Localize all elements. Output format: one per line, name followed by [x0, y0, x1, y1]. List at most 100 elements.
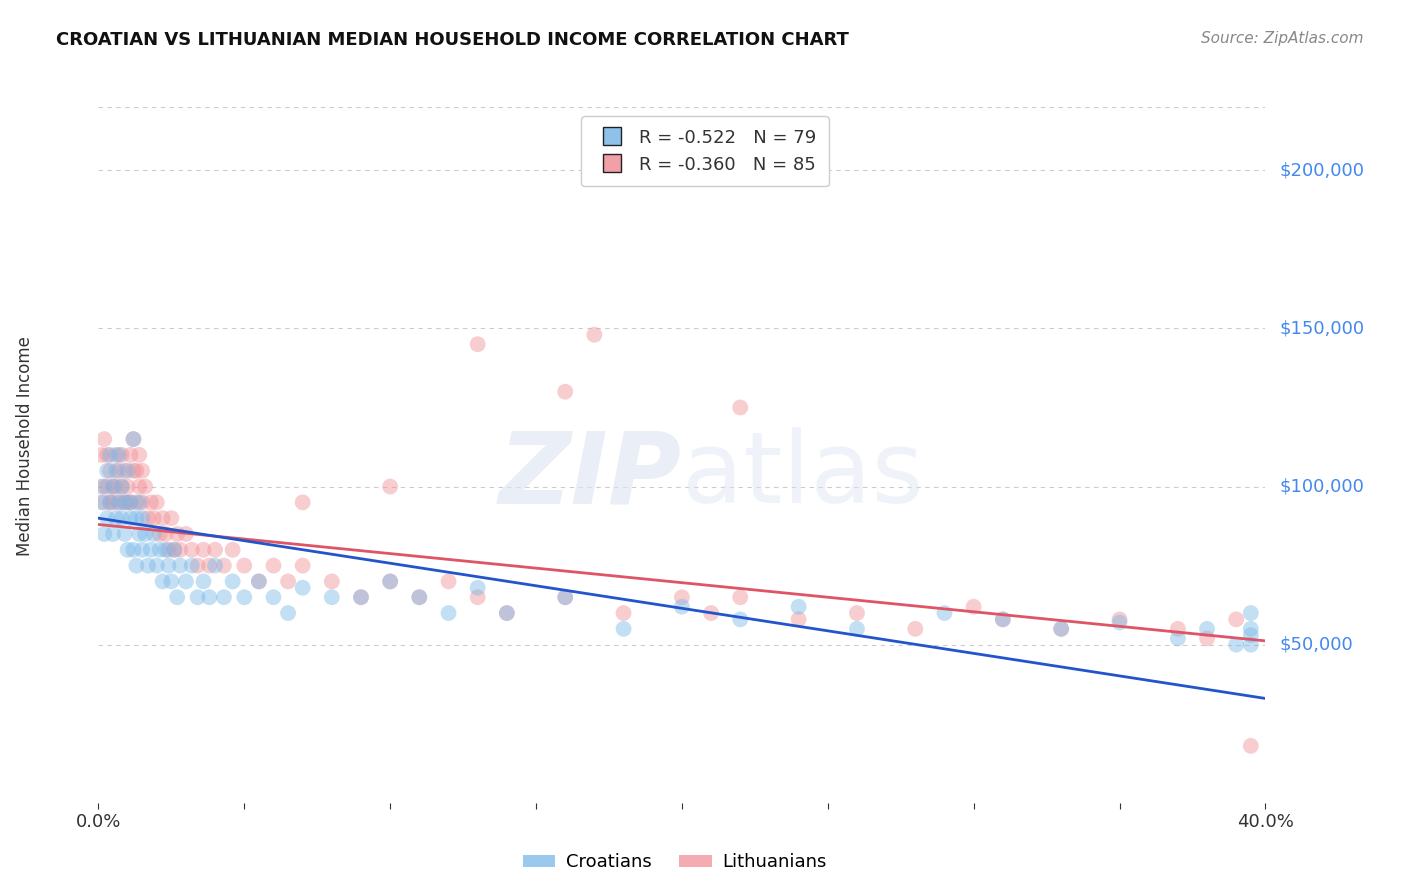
- Point: [98, 495, 121, 509]
- Point: [157, 542, 180, 557]
- Point: [277, 574, 299, 589]
- Point: [96, 448, 118, 462]
- Point: [104, 479, 127, 493]
- Point: [1195, 632, 1218, 646]
- Point: [155, 542, 177, 557]
- Point: [845, 606, 868, 620]
- Point: [350, 591, 373, 605]
- Point: [104, 464, 127, 478]
- Point: [114, 527, 136, 541]
- Point: [139, 542, 162, 557]
- Point: [122, 464, 145, 478]
- Point: [157, 558, 180, 573]
- Point: [174, 527, 197, 541]
- Point: [98, 464, 121, 478]
- Point: [125, 464, 148, 478]
- Point: [101, 479, 124, 493]
- Point: [108, 448, 131, 462]
- Point: [146, 495, 169, 509]
- Point: [134, 527, 156, 541]
- Point: [1050, 622, 1073, 636]
- Point: [291, 581, 314, 595]
- Point: [247, 574, 270, 589]
- Point: [408, 591, 430, 605]
- Point: [136, 511, 159, 525]
- Point: [125, 511, 148, 525]
- Point: [1108, 612, 1130, 626]
- Point: [1167, 622, 1189, 636]
- Point: [1240, 606, 1263, 620]
- Point: [845, 622, 868, 636]
- Point: [378, 574, 402, 589]
- Point: [96, 464, 118, 478]
- Point: [122, 542, 145, 557]
- Point: [187, 558, 209, 573]
- Point: [1167, 632, 1189, 646]
- Point: [114, 495, 136, 509]
- Point: [1240, 628, 1263, 642]
- Point: [120, 511, 142, 525]
- Point: [1225, 612, 1247, 626]
- Point: [728, 401, 751, 415]
- Point: [193, 542, 215, 557]
- Point: [101, 495, 124, 509]
- Point: [114, 464, 136, 478]
- Point: [149, 542, 172, 557]
- Point: [787, 599, 810, 614]
- Point: [1108, 615, 1130, 630]
- Point: [554, 591, 576, 605]
- Point: [114, 495, 136, 509]
- Text: atlas: atlas: [682, 427, 924, 524]
- Point: [166, 527, 188, 541]
- Point: [174, 574, 197, 589]
- Point: [128, 448, 150, 462]
- Point: [139, 495, 162, 509]
- Point: [1050, 622, 1073, 636]
- Point: [198, 591, 221, 605]
- Point: [291, 558, 314, 573]
- Point: [160, 574, 183, 589]
- Point: [671, 599, 693, 614]
- Point: [128, 527, 150, 541]
- Point: [131, 464, 153, 478]
- Point: [204, 558, 226, 573]
- Point: [128, 495, 150, 509]
- Point: [101, 479, 124, 493]
- Point: [149, 527, 172, 541]
- Text: $200,000: $200,000: [1279, 161, 1364, 179]
- Point: [612, 606, 634, 620]
- Point: [117, 542, 139, 557]
- Point: [262, 591, 284, 605]
- Point: [104, 511, 127, 525]
- Point: [728, 612, 751, 626]
- Point: [111, 448, 134, 462]
- Point: [142, 511, 165, 525]
- Point: [125, 495, 148, 509]
- Point: [321, 591, 343, 605]
- Point: [169, 558, 191, 573]
- Point: [1240, 638, 1263, 652]
- Point: [247, 574, 270, 589]
- Point: [233, 591, 256, 605]
- Point: [193, 574, 215, 589]
- Point: [90, 495, 112, 509]
- Point: [146, 558, 169, 573]
- Point: [262, 558, 284, 573]
- Point: [934, 606, 956, 620]
- Point: [101, 527, 124, 541]
- Legend: Croatians, Lithuanians: Croatians, Lithuanians: [516, 847, 834, 879]
- Point: [408, 591, 430, 605]
- Point: [1240, 622, 1263, 636]
- Point: [117, 464, 139, 478]
- Point: [104, 448, 127, 462]
- Point: [131, 511, 153, 525]
- Point: [125, 558, 148, 573]
- Point: [583, 327, 606, 342]
- Point: [90, 479, 112, 493]
- Point: [1225, 638, 1247, 652]
- Point: [277, 606, 299, 620]
- Point: [1195, 622, 1218, 636]
- Point: [554, 591, 576, 605]
- Point: [437, 574, 460, 589]
- Point: [180, 558, 202, 573]
